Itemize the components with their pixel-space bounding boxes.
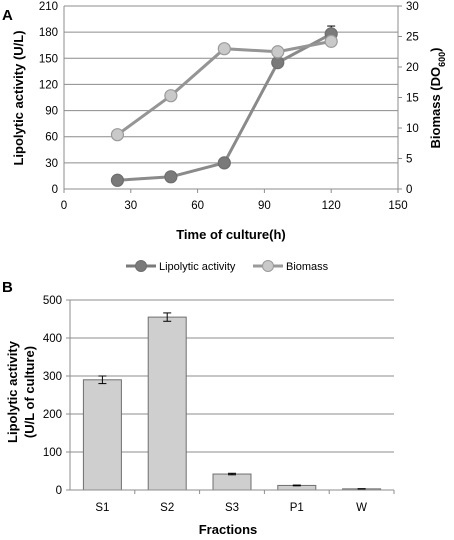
left-y-tick-0: 0 [52,184,58,196]
right-y-tick-5: 5 [406,154,412,166]
legend-label-biomass: Biomass [286,261,329,273]
b-x-tick-P1: P1 [290,502,304,514]
panel-b-bars [82,312,382,491]
b-y-tick-400: 400 [43,333,62,345]
panel-b-y-axis-title-line1: Lipolytic activity [5,340,20,443]
b-y-tick-200: 200 [43,409,62,421]
b-y-tick-300: 300 [43,371,62,383]
panel-a-series [110,25,338,187]
legend-marker-biomass [262,260,274,272]
right-y-title-main: Biomass (DO [428,67,443,149]
panel-a: A 0 30 60 90 120 150 180 210 0 5 10 15 20 25 30 0 30 60 90… [2,1,447,273]
panel-b-x-axis-title: Fractions [199,522,258,537]
data-point-0-0 [110,173,125,187]
right-y-tick-0: 0 [406,184,412,196]
bar-S2 [147,316,187,491]
b-x-tick-W: W [356,502,367,514]
panel-a-label: A [2,7,13,24]
bar-S3 [212,473,252,491]
b-y-tick-100: 100 [43,447,62,459]
right-y-tick-10: 10 [406,123,419,135]
panel-b-y-axis-title-line2: (U/L of culture) [22,346,37,438]
panel-a-axes [63,5,402,193]
right-y-tick-15: 15 [406,93,419,105]
panel-a-left-y-axis-title: Lipolytic activity (U/L) [11,30,26,165]
panel-b-tick-labels: 0 100 200 300 400 500 S1 S2 S3 P1 W [43,295,367,514]
left-y-tick-180: 180 [39,27,58,39]
x-tick-120: 120 [322,200,341,212]
right-y-tick-25: 25 [406,32,419,44]
b-y-tick-500: 500 [43,295,62,307]
panel-b-label: B [2,279,13,296]
right-y-title-end: ) [428,47,443,51]
right-y-tick-30: 30 [406,1,419,13]
b-x-tick-S1: S1 [95,502,109,514]
legend-marker-lipolytic [135,260,147,272]
panel-b-axes [66,299,395,494]
bar-S1 [82,379,122,491]
left-y-tick-30: 30 [45,158,58,170]
panel-a-x-axis-title: Time of culture(h) [176,227,286,242]
data-point-1-2 [217,42,231,56]
x-tick-0: 0 [61,200,67,212]
panel-b: B 0 100 200 300 400 500 S1 S2 S3 P1 W Fractions Li… [2,279,395,537]
left-y-tick-90: 90 [45,106,58,118]
b-x-tick-S2: S2 [160,502,174,514]
x-tick-30: 30 [124,200,137,212]
data-point-1-4 [324,34,338,48]
left-y-tick-150: 150 [39,53,58,65]
left-y-tick-120: 120 [39,79,58,91]
left-y-tick-210: 210 [39,1,58,13]
legend-label-lipolytic: Lipolytic activity [159,261,236,273]
data-point-1-3 [271,45,285,59]
panel-b-gridlines [70,299,394,453]
series-line-1 [116,39,332,136]
panel-a-right-y-axis-title: Biomass (DO600) [428,47,447,148]
data-point-1-1 [164,89,178,103]
right-y-tick-20: 20 [406,62,419,74]
data-point-0-3 [271,56,285,70]
panel-a-legend: Lipolytic activity Biomass [126,260,329,273]
data-point-0-1 [164,170,178,184]
x-tick-60: 60 [191,200,204,212]
data-point-0-2 [217,156,231,170]
b-x-tick-S3: S3 [225,502,239,514]
x-tick-150: 150 [388,200,407,212]
right-y-title-subscript: 600 [437,52,447,67]
left-y-tick-60: 60 [45,132,58,144]
panel-a-tick-labels: 0 30 60 90 120 150 180 210 0 5 10 15 20 25 30 0 30 60 90 12… [39,1,419,212]
b-y-tick-0: 0 [56,485,62,497]
x-tick-90: 90 [258,200,271,212]
data-point-1-0 [110,128,125,142]
